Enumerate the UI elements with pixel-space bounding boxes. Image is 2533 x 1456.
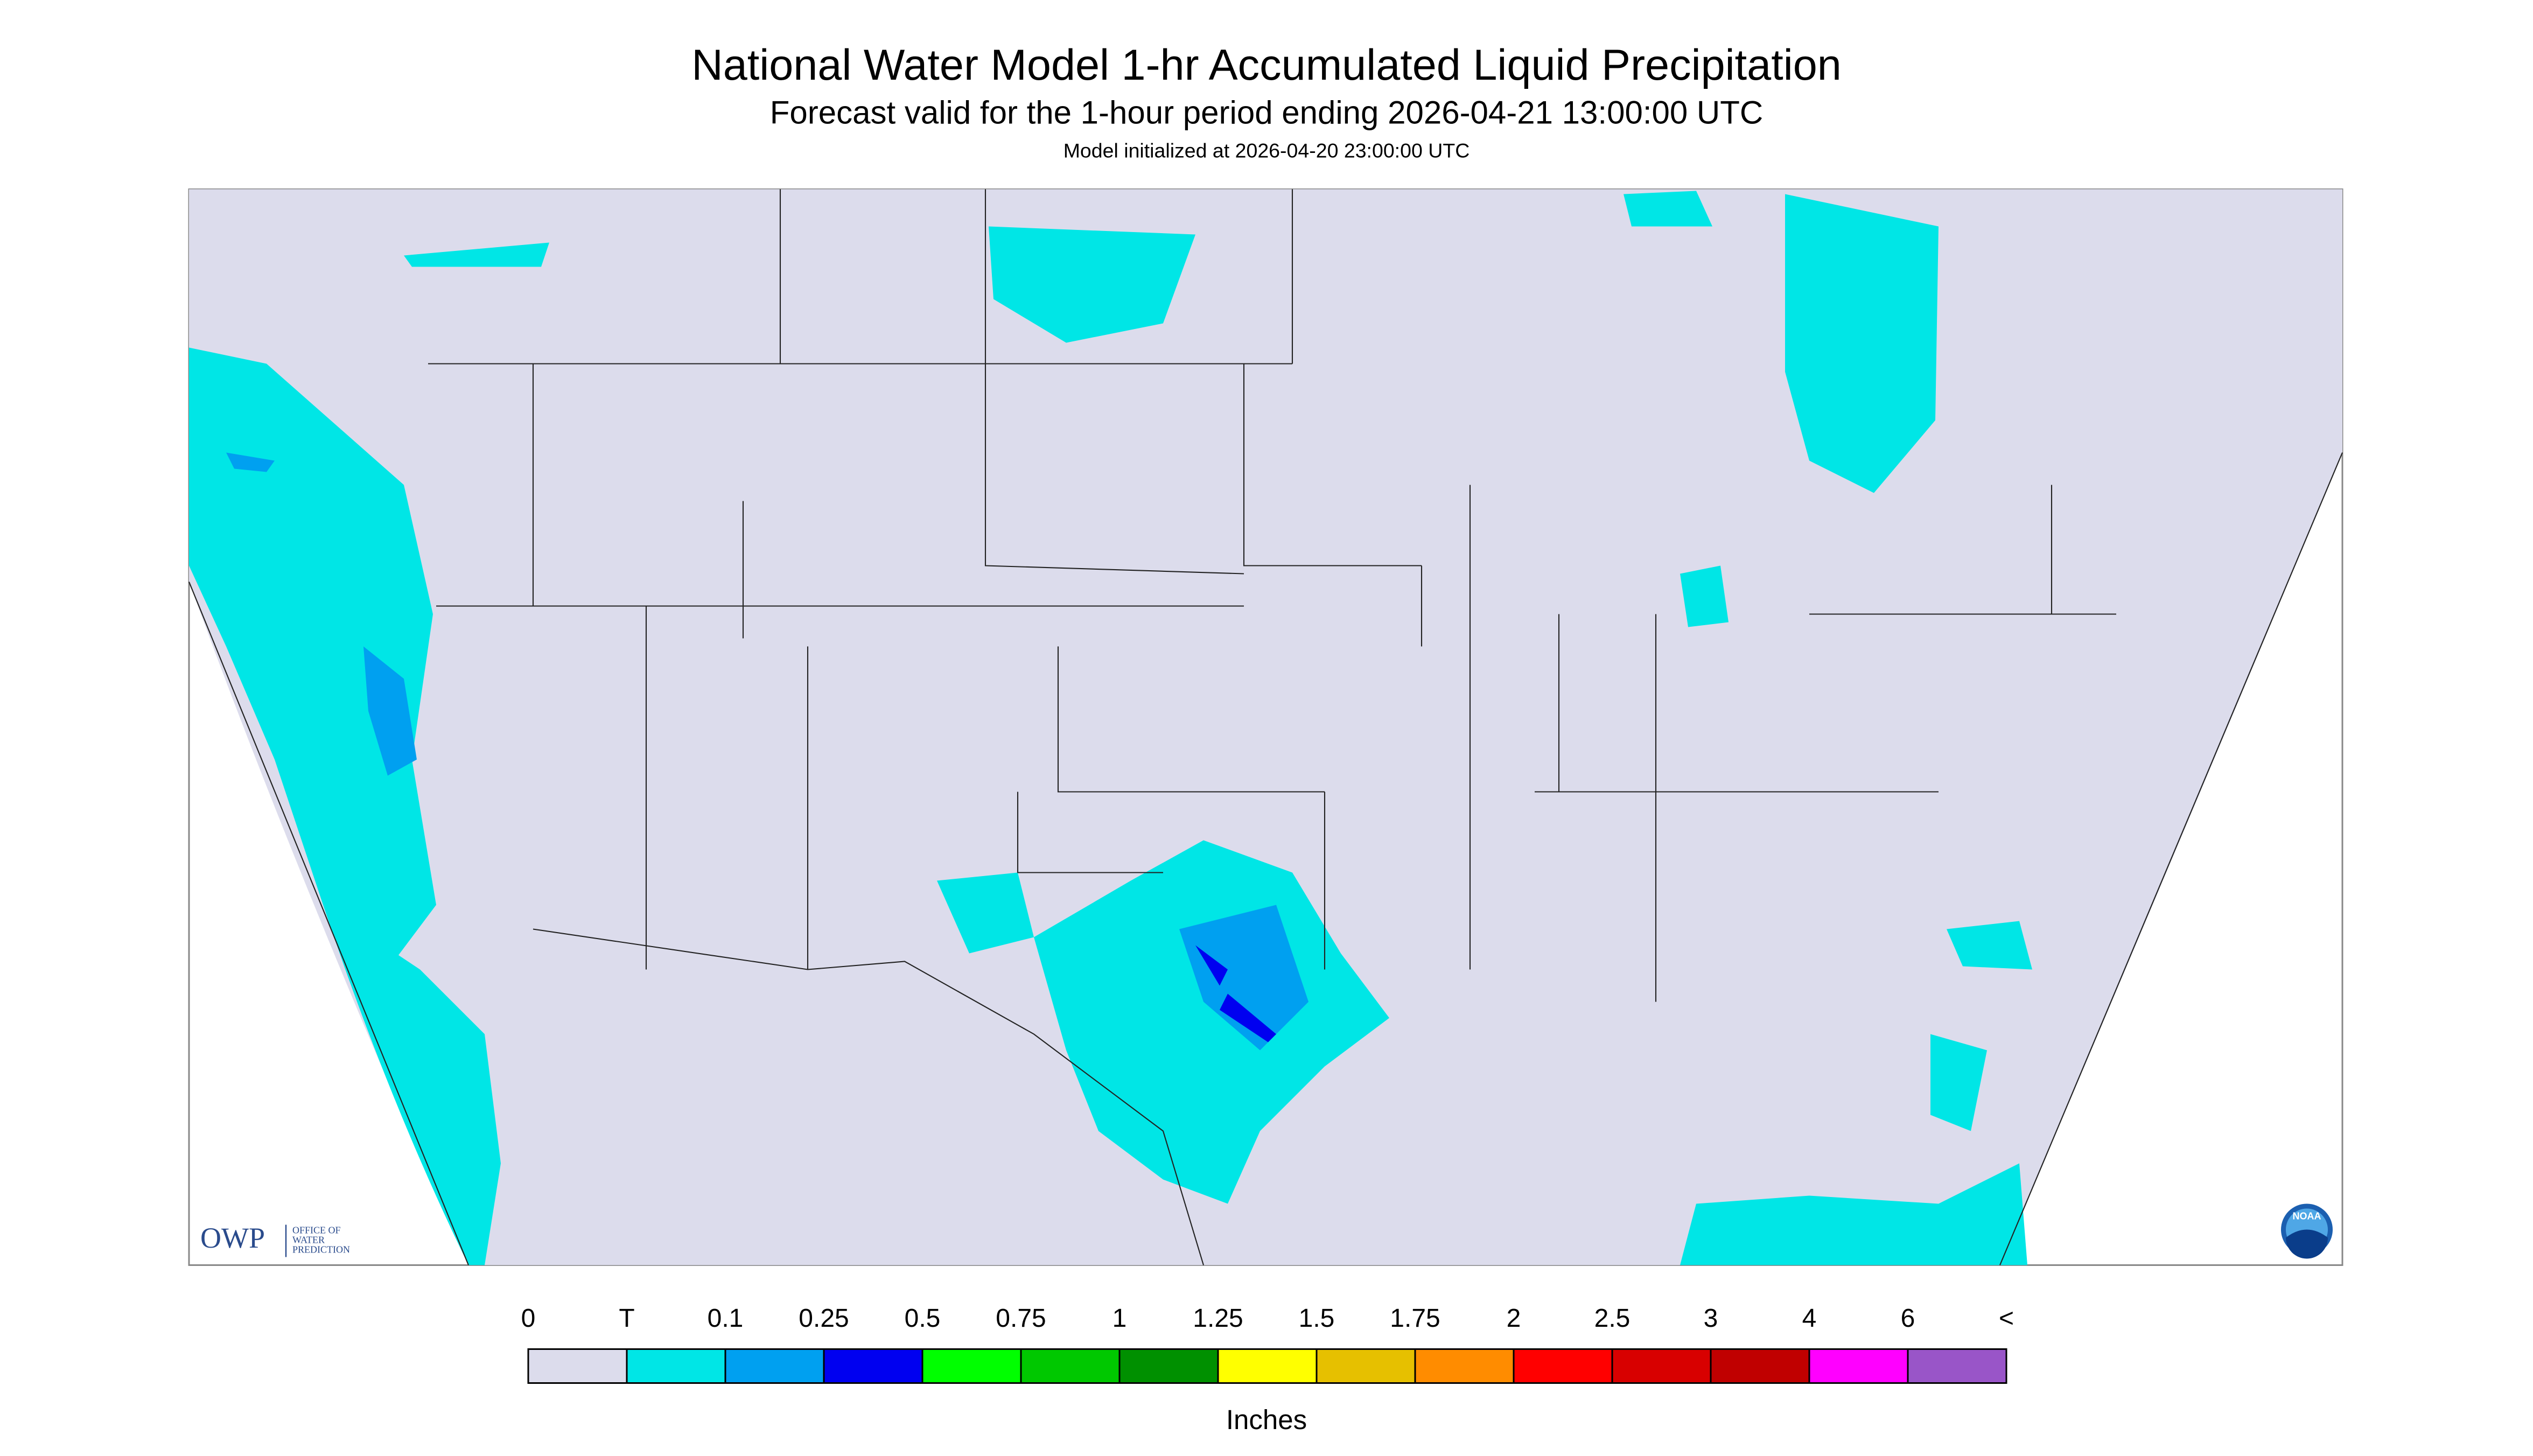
legend-swatch — [1414, 1348, 1515, 1384]
owp-office-line: PREDICTION — [292, 1244, 350, 1255]
legend-label: 6 — [1901, 1304, 1915, 1333]
owp-logo-text: OWP — [200, 1222, 265, 1254]
legend-label: 0.25 — [799, 1304, 849, 1333]
legend-label: T — [619, 1304, 634, 1333]
legend-swatch — [1118, 1348, 1219, 1384]
legend: 0 T 0.1 0.25 0.5 0.75 1 1.25 1.5 1.75 2 2.5 3 4 6 < — [521, 1304, 2014, 1384]
legend-swatch — [724, 1348, 825, 1384]
legend-swatch — [1808, 1348, 1909, 1384]
legend-swatch — [1020, 1348, 1121, 1384]
legend-label: 0.75 — [996, 1304, 1046, 1333]
legend-swatch — [527, 1348, 628, 1384]
legend-label: 0.5 — [905, 1304, 941, 1333]
map — [188, 188, 2343, 1266]
owp-logo: OWP OFFICE OF WATER PREDICTION — [200, 1222, 350, 1257]
legend-label: 3 — [1704, 1304, 1718, 1333]
legend-swatch — [1217, 1348, 1318, 1384]
legend-swatch — [626, 1348, 726, 1384]
legend-label: 2.5 — [1594, 1304, 1631, 1333]
legend-swatch — [921, 1348, 1022, 1384]
subtitle: Forecast valid for the 1-hour period end… — [770, 94, 1763, 130]
legend-label: 0 — [521, 1304, 536, 1333]
legend-swatch — [1611, 1348, 1712, 1384]
title: National Water Model 1-hr Accumulated Li… — [691, 41, 1842, 89]
legend-swatch — [1316, 1348, 1416, 1384]
legend-label: 1.75 — [1390, 1304, 1440, 1333]
noaa-logo: NOAA — [2281, 1203, 2333, 1259]
legend-swatch — [1710, 1348, 1810, 1384]
legend-swatch — [1513, 1348, 1613, 1384]
legend-swatch — [823, 1348, 923, 1384]
legend-label: < — [1999, 1304, 2014, 1333]
legend-swatch — [1907, 1348, 2007, 1384]
legend-label: 1.5 — [1299, 1304, 1335, 1333]
legend-label: 2 — [1507, 1304, 1521, 1333]
legend-label: 0.1 — [708, 1304, 744, 1333]
legend-label: 1 — [1112, 1304, 1127, 1333]
owp-office-line: WATER — [292, 1235, 325, 1245]
legend-label: 4 — [1802, 1304, 1817, 1333]
owp-office-line: OFFICE OF — [292, 1225, 341, 1236]
legend-label: 1.25 — [1193, 1304, 1243, 1333]
init-time: Model initialized at 2026-04-20 23:00:00… — [1063, 139, 1470, 162]
noaa-text: NOAA — [2293, 1210, 2321, 1221]
legend-unit: Inches — [1226, 1404, 1307, 1435]
